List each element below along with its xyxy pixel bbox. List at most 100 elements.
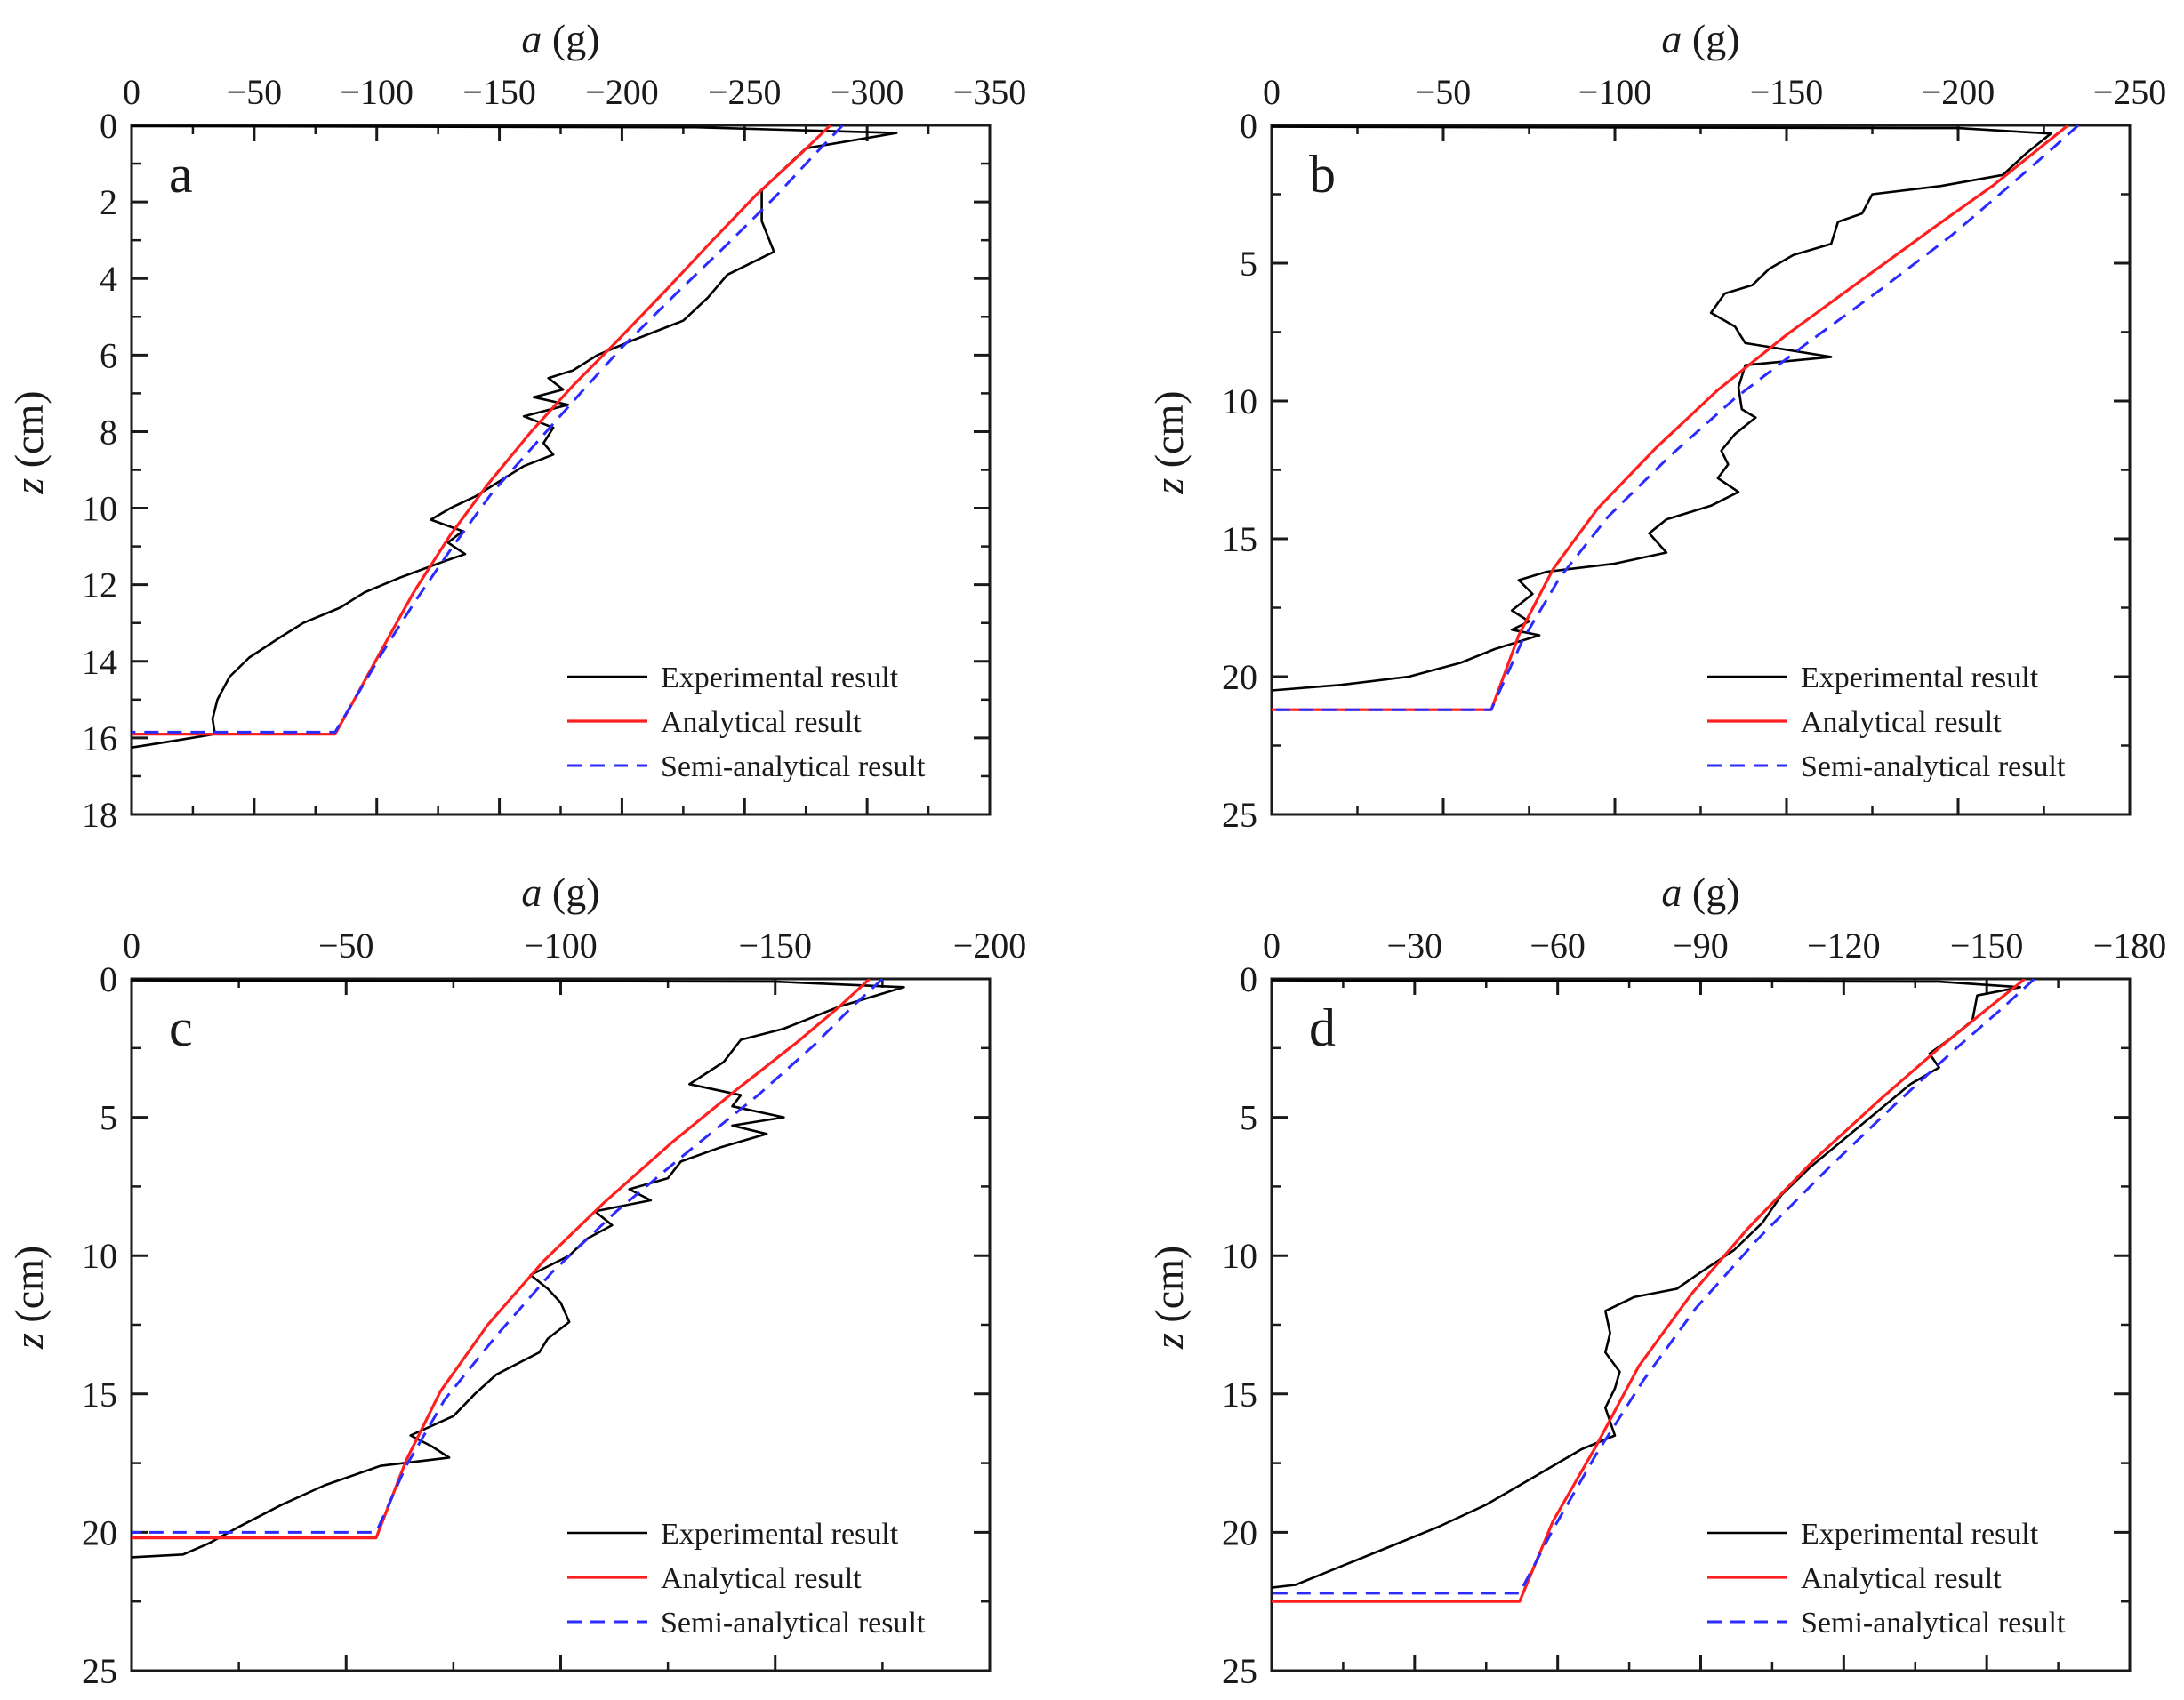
legend-label: Analytical result: [1801, 1562, 2002, 1595]
legend-label: Experimental result: [661, 1518, 899, 1551]
y-tick-label: 0: [1240, 106, 1257, 146]
y-tick-label: 20: [82, 1512, 117, 1552]
y-axis-var: z: [1146, 478, 1192, 495]
panel-c: 0 −50 −100 −150 −200 0 5 10 15 20 25 a (g) z (cm) c Ex…: [6, 870, 1026, 1691]
y-tick-label: 0: [100, 106, 117, 146]
y-tick-label: 14: [82, 642, 117, 682]
x-tick-label: −50: [318, 926, 374, 966]
y-tick-label: 5: [1240, 1098, 1257, 1138]
y-tick-label: 10: [1222, 1236, 1257, 1276]
y-tick-label: 25: [82, 1651, 117, 1691]
y-tick-label: 15: [1222, 519, 1257, 559]
y-tick-label: 0: [1240, 959, 1257, 999]
legend-label: Semi-analytical result: [661, 750, 926, 783]
x-axis-title: a (g): [1661, 16, 1739, 61]
y-tick-label: 16: [82, 718, 117, 758]
x-axis-title: a (g): [521, 16, 599, 61]
y-tick-label: 5: [100, 1098, 117, 1138]
panel-a: 0 −50 −100 −150 −200 −250 −300 −350 0 2 4 6 8 10 12 14 1…: [6, 16, 1026, 835]
x-axis-unit: (g): [1682, 870, 1739, 915]
y-axis-var: z: [6, 478, 52, 495]
y-axis-var: z: [1146, 1333, 1192, 1350]
legend-label: Semi-analytical result: [1801, 750, 2066, 783]
legend-label: Semi-analytical result: [661, 1607, 926, 1640]
y-tick-label: 10: [82, 1236, 117, 1276]
y-tick-label: 12: [82, 565, 117, 605]
series-analytical-result: [1272, 125, 2069, 711]
series-experimental-result: [132, 125, 898, 749]
x-tick-label: −200: [1922, 72, 1995, 112]
y-axis-unit: (cm): [6, 390, 52, 477]
x-tick-label: −50: [227, 72, 283, 112]
panel-letter: c: [169, 998, 193, 1057]
x-tick-label: −200: [953, 926, 1027, 966]
panel-letter: d: [1309, 998, 1336, 1057]
legend-label: Experimental result: [661, 662, 899, 694]
legend-label: Semi-analytical result: [1801, 1607, 2066, 1640]
x-axis-title: a (g): [521, 870, 599, 915]
x-tick-label: −180: [2093, 926, 2167, 966]
x-tick-label: −200: [585, 72, 659, 112]
x-tick-label: 0: [123, 72, 141, 112]
panel-d: 0 −30 −60 −90 −120 −150 −180 0 5 10 15 20 25 a (g) z (…: [1146, 870, 2166, 1691]
y-axis-unit: (cm): [1146, 390, 1192, 477]
y-tick-label: 0: [100, 959, 117, 999]
x-axis-var: a: [521, 16, 542, 61]
x-tick-label: 0: [1263, 926, 1281, 966]
legend: Experimental result Analytical result Semi…: [1707, 662, 2066, 783]
y-axis-title: z (cm): [1146, 390, 1192, 494]
legend-label: Experimental result: [1801, 662, 2039, 694]
x-tick-label: −100: [524, 926, 598, 966]
legend-label: Analytical result: [661, 706, 862, 739]
series-semi-analytical-result: [1272, 125, 2080, 711]
series-analytical-result: [1272, 979, 2027, 1603]
y-tick-label: 8: [100, 412, 117, 452]
x-tick-label: −150: [1950, 926, 2024, 966]
x-tick-label: −120: [1807, 926, 1881, 966]
y-tick-label: 4: [100, 259, 117, 299]
y-axis-var: z: [6, 1333, 52, 1350]
x-tick-label: −100: [340, 72, 414, 112]
y-axis-unit: (cm): [1146, 1246, 1192, 1333]
y-axis-unit: (cm): [6, 1246, 52, 1333]
x-axis-unit: (g): [542, 16, 599, 61]
x-axis-title: a (g): [1661, 870, 1739, 915]
x-axis-unit: (g): [542, 870, 599, 915]
x-axis-unit: (g): [1682, 16, 1739, 61]
series-semi-analytical-result: [132, 979, 884, 1534]
panel-letter: a: [169, 145, 193, 204]
legend: Experimental result Analytical result Semi…: [567, 1518, 926, 1640]
panel-b: 0 −50 −100 −150 −200 −250 0 5 10 15 20 25 a (g) z (cm…: [1146, 16, 2166, 835]
x-tick-label: 0: [123, 926, 141, 966]
y-tick-label: 15: [82, 1375, 117, 1415]
x-tick-label: −100: [1578, 72, 1652, 112]
y-tick-label: 2: [100, 182, 117, 222]
x-axis-var: a: [1661, 870, 1682, 915]
y-tick-label: 25: [1222, 795, 1257, 835]
x-axis-var: a: [521, 870, 542, 915]
y-axis-title: z (cm): [6, 1246, 52, 1350]
y-tick-label: 10: [82, 489, 117, 529]
x-tick-label: −60: [1530, 926, 1586, 966]
y-axis-title: z (cm): [1146, 1246, 1192, 1350]
series-experimental-result: [1272, 125, 2052, 692]
legend: Experimental result Analytical result Semi…: [1707, 1518, 2066, 1640]
x-tick-label: −150: [738, 926, 812, 966]
y-tick-label: 15: [1222, 1375, 1257, 1415]
y-tick-label: 10: [1222, 381, 1257, 421]
x-tick-label: −90: [1673, 926, 1729, 966]
x-tick-label: −150: [1750, 72, 1824, 112]
legend-label: Analytical result: [661, 1562, 862, 1595]
x-tick-label: −50: [1416, 72, 1472, 112]
x-tick-label: −350: [953, 72, 1027, 112]
x-tick-label: 0: [1263, 72, 1281, 112]
y-tick-label: 20: [1222, 657, 1257, 697]
y-tick-label: 20: [1222, 1512, 1257, 1552]
series-analytical-result: [132, 979, 871, 1540]
x-tick-label: −300: [831, 72, 904, 112]
series-analytical-result: [132, 125, 831, 736]
y-tick-label: 18: [82, 795, 117, 835]
x-tick-label: −30: [1387, 926, 1443, 966]
legend: Experimental result Analytical result Semi…: [567, 662, 926, 783]
